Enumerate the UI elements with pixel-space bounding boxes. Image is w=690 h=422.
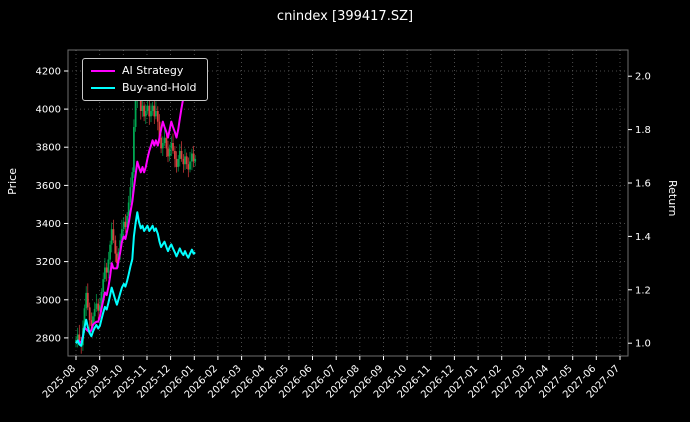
svg-text:4200: 4200 <box>36 67 61 78</box>
svg-text:3000: 3000 <box>36 295 61 306</box>
candles-layer <box>75 69 197 354</box>
y-axis-label-price: Price <box>6 168 19 195</box>
date-tick-labels: 2025-082025-092025-102025-112025-122026-… <box>41 356 622 401</box>
legend-label-buy-and-hold: Buy-and-Hold <box>122 81 197 94</box>
series-ai-strategy <box>75 67 195 345</box>
legend: AI Strategy Buy-and-Hold <box>82 58 208 101</box>
legend-item-buy-and-hold: Buy-and-Hold <box>91 81 197 94</box>
svg-text:1.2: 1.2 <box>635 285 651 296</box>
chart-title: cnindex [399417.SZ] <box>276 9 414 24</box>
svg-text:3800: 3800 <box>36 143 61 154</box>
svg-text:3400: 3400 <box>36 219 61 230</box>
svg-text:3600: 3600 <box>36 181 61 192</box>
svg-text:1.0: 1.0 <box>635 339 651 350</box>
svg-text:3200: 3200 <box>36 257 61 268</box>
grid-layer <box>68 50 628 356</box>
svg-text:1.4: 1.4 <box>635 232 651 243</box>
legend-item-ai-strategy: AI Strategy <box>91 64 197 77</box>
price-tick-labels: 2800 3000 3200 3400 3600 3800 4000 4200 <box>36 67 68 344</box>
buy-and-hold-line-swatch <box>91 86 115 89</box>
svg-text:4000: 4000 <box>36 105 61 116</box>
ai-strategy-line-swatch <box>91 69 115 72</box>
svg-text:2800: 2800 <box>36 333 61 344</box>
svg-text:1.8: 1.8 <box>635 125 651 136</box>
svg-text:1.6: 1.6 <box>635 179 651 190</box>
svg-text:2.0: 2.0 <box>635 72 651 83</box>
legend-label-ai-strategy: AI Strategy <box>122 64 184 77</box>
plot-frame <box>67 49 629 357</box>
series-buy-and-hold <box>75 211 196 347</box>
y-axis-label-return: Return <box>666 180 679 217</box>
return-tick-labels: 1.0 1.2 1.4 1.6 1.8 2.0 <box>628 72 651 350</box>
